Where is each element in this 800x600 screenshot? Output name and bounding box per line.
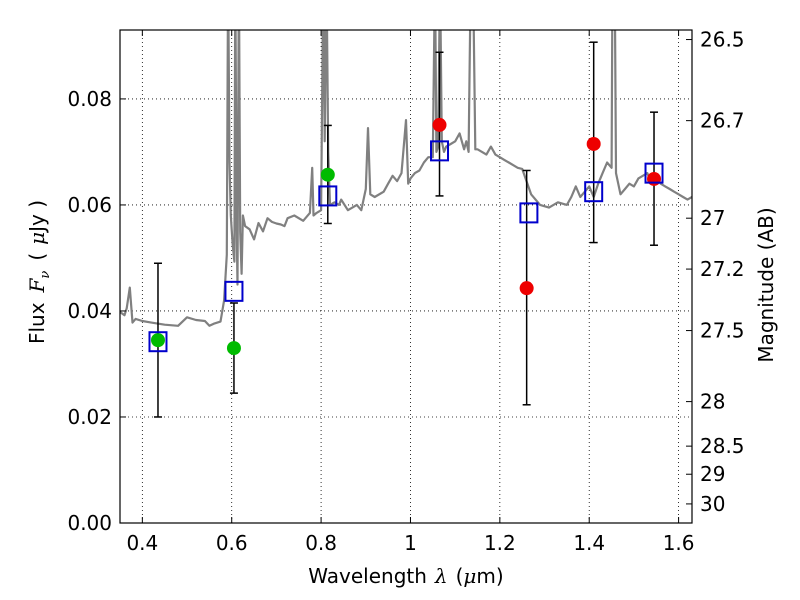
- model-point: [224, 280, 244, 302]
- x-tick-label: 0.8: [305, 531, 337, 555]
- data-point: [432, 117, 447, 132]
- model-point: [430, 140, 450, 162]
- x-tick-label: 1: [404, 531, 417, 555]
- y2-tick-label: 27.5: [700, 319, 745, 343]
- y2-tick-label: 27.2: [700, 257, 745, 281]
- x-tick-label: 0.4: [126, 531, 158, 555]
- model-point: [644, 162, 664, 184]
- model-point: [148, 331, 168, 353]
- x-tick-label: 0.6: [216, 531, 248, 555]
- model-photometry-layer: [148, 140, 664, 353]
- data-point: [226, 341, 241, 356]
- y-tick-label: 0.06: [67, 193, 112, 217]
- x-axis-label: Wavelength λ (μm): [308, 564, 503, 588]
- model-point: [318, 185, 338, 207]
- y-tick-label: 0.00: [67, 511, 112, 535]
- plot-frame: [119, 29, 693, 524]
- y2-tick-label: 28: [700, 390, 725, 414]
- y-axis-label: FluxFν(μJy ): [25, 200, 53, 344]
- y-tick-label: 0.04: [67, 299, 112, 323]
- y2-tick-label: 26.7: [700, 109, 745, 133]
- y2-tick-labels: 26.5 26.7 27 27.2 27.5 28 28.5 29 30: [700, 28, 745, 516]
- y-tick-label: 0.08: [67, 87, 112, 111]
- y2-tick-label: 27: [700, 206, 725, 230]
- spectrum-layer: [120, 30, 692, 327]
- y-tick-label: 0.02: [67, 405, 112, 429]
- data-point: [320, 167, 335, 182]
- y-tick-labels: 0.00 0.02 0.04 0.06 0.08: [67, 87, 112, 535]
- spectrum-line: [120, 30, 692, 327]
- data-point: [519, 281, 534, 296]
- ticks: [120, 30, 692, 524]
- model-point: [584, 181, 604, 203]
- x-tick-label: 1.2: [484, 531, 516, 555]
- y2-tick-label: 30: [700, 492, 725, 516]
- data-point: [647, 171, 662, 186]
- x-tick-label: 1.4: [573, 531, 605, 555]
- y2-tick-label: 29: [700, 462, 725, 486]
- y2-tick-label: 28.5: [700, 434, 745, 458]
- model-point: [519, 202, 539, 224]
- y2-tick-label: 26.5: [700, 28, 745, 52]
- data-point: [150, 333, 165, 348]
- data-point: [586, 136, 601, 151]
- x-tick-label: 1.6: [663, 531, 695, 555]
- x-tick-labels: 0.4 0.6 0.8 1 1.2 1.4 1.6: [126, 531, 694, 555]
- y2-axis-label: Magnitude (AB): [754, 207, 778, 362]
